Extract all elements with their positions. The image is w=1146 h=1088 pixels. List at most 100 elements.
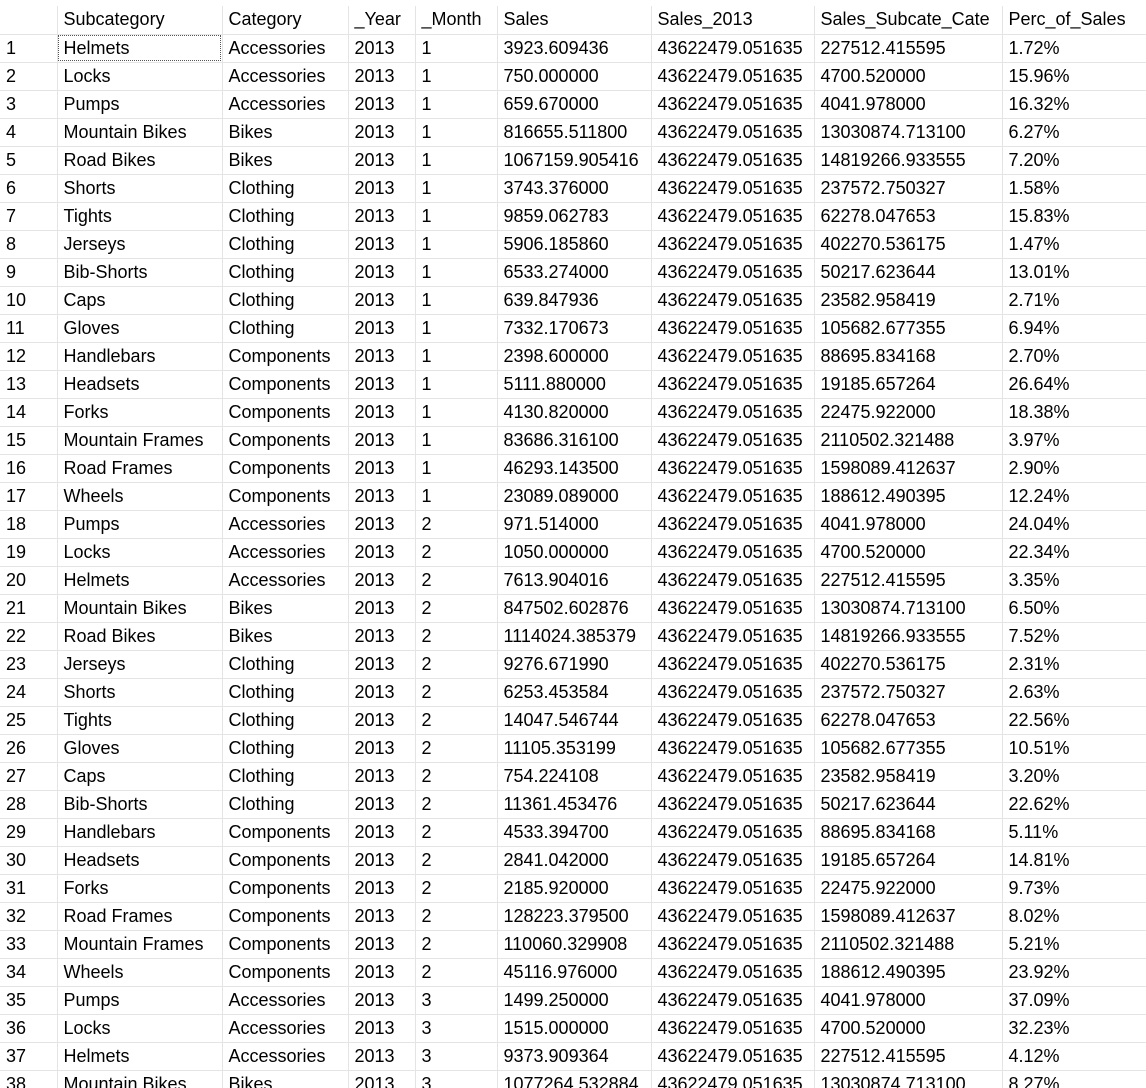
table-row[interactable]: 33 Mountain Frames Components 2013 2 110060.3… <box>0 930 1146 959</box>
cell-perc-of-sales[interactable]: 3.35% <box>1002 566 1146 595</box>
cell-sales-subcate-cate[interactable]: 14819266.933555 <box>814 622 1003 651</box>
row-number[interactable]: 15 <box>0 426 58 455</box>
cell-perc-of-sales[interactable]: 2.71% <box>1002 286 1146 315</box>
cell-category[interactable]: Clothing <box>222 202 349 231</box>
cell-sales-2013[interactable]: 43622479.051635 <box>651 874 815 903</box>
table-row[interactable]: 14 Forks Components 2013 1 4130.820000 4362247… <box>0 398 1146 427</box>
cell-category[interactable]: Clothing <box>222 258 349 287</box>
cell-month[interactable]: 2 <box>415 958 498 987</box>
row-number[interactable]: 14 <box>0 398 58 427</box>
cell-year[interactable]: 2013 <box>348 118 416 147</box>
cell-sales-2013[interactable]: 43622479.051635 <box>651 958 815 987</box>
cell-sales-subcate-cate[interactable]: 227512.415595 <box>814 566 1003 595</box>
cell-year[interactable]: 2013 <box>348 286 416 315</box>
row-number[interactable]: 18 <box>0 510 58 539</box>
cell-category[interactable]: Accessories <box>222 1014 349 1043</box>
cell-perc-of-sales[interactable]: 16.32% <box>1002 90 1146 119</box>
row-number[interactable]: 27 <box>0 762 58 791</box>
cell-perc-of-sales[interactable]: 5.11% <box>1002 818 1146 847</box>
cell-subcategory[interactable]: Headsets <box>57 846 223 875</box>
cell-sales-subcate-cate[interactable]: 4041.978000 <box>814 90 1003 119</box>
cell-sales-subcate-cate[interactable]: 19185.657264 <box>814 846 1003 875</box>
cell-sales-subcate-cate[interactable]: 4700.520000 <box>814 538 1003 567</box>
cell-subcategory[interactable]: Wheels <box>57 958 223 987</box>
column-header-category[interactable]: Category <box>222 6 349 35</box>
row-number[interactable]: 5 <box>0 146 58 175</box>
cell-subcategory[interactable]: Pumps <box>57 90 223 119</box>
table-row[interactable]: 37 Helmets Accessories 2013 3 9373.909364 4362… <box>0 1042 1146 1071</box>
cell-year[interactable]: 2013 <box>348 594 416 623</box>
cell-year[interactable]: 2013 <box>348 874 416 903</box>
cell-subcategory[interactable]: Locks <box>57 1014 223 1043</box>
row-number[interactable]: 25 <box>0 706 58 735</box>
cell-year[interactable]: 2013 <box>348 734 416 763</box>
cell-sales[interactable]: 1067159.905416 <box>497 146 652 175</box>
cell-subcategory[interactable]: Shorts <box>57 678 223 707</box>
cell-perc-of-sales[interactable]: 24.04% <box>1002 510 1146 539</box>
cell-sales-subcate-cate[interactable]: 2110502.321488 <box>814 930 1003 959</box>
cell-sales-2013[interactable]: 43622479.051635 <box>651 62 815 91</box>
cell-year[interactable]: 2013 <box>348 678 416 707</box>
cell-sales-2013[interactable]: 43622479.051635 <box>651 202 815 231</box>
cell-month[interactable]: 1 <box>415 398 498 427</box>
column-header-row-number[interactable] <box>0 6 58 35</box>
cell-month[interactable]: 2 <box>415 622 498 651</box>
cell-year[interactable]: 2013 <box>348 762 416 791</box>
cell-sales-subcate-cate[interactable]: 188612.490395 <box>814 958 1003 987</box>
cell-perc-of-sales[interactable]: 1.47% <box>1002 230 1146 259</box>
cell-sales-subcate-cate[interactable]: 188612.490395 <box>814 482 1003 511</box>
cell-sales-2013[interactable]: 43622479.051635 <box>651 1014 815 1043</box>
cell-month[interactable]: 2 <box>415 706 498 735</box>
table-row[interactable]: 25 Tights Clothing 2013 2 14047.546744 4362247… <box>0 706 1146 735</box>
table-row[interactable]: 22 Road Bikes Bikes 2013 2 1114024.385379 4362… <box>0 622 1146 651</box>
cell-year[interactable]: 2013 <box>348 566 416 595</box>
cell-month[interactable]: 1 <box>415 62 498 91</box>
row-number[interactable]: 23 <box>0 650 58 679</box>
cell-category[interactable]: Accessories <box>222 62 349 91</box>
row-number[interactable]: 7 <box>0 202 58 231</box>
cell-month[interactable]: 2 <box>415 846 498 875</box>
table-row[interactable]: 7 Tights Clothing 2013 1 9859.062783 43622479.… <box>0 202 1146 231</box>
row-number[interactable]: 6 <box>0 174 58 203</box>
cell-month[interactable]: 2 <box>415 566 498 595</box>
cell-sales-subcate-cate[interactable]: 88695.834168 <box>814 818 1003 847</box>
cell-subcategory[interactable]: Mountain Bikes <box>57 594 223 623</box>
row-number[interactable]: 3 <box>0 90 58 119</box>
row-number[interactable]: 1 <box>0 34 58 63</box>
cell-perc-of-sales[interactable]: 7.20% <box>1002 146 1146 175</box>
cell-year[interactable]: 2013 <box>348 482 416 511</box>
cell-subcategory[interactable]: Bib-Shorts <box>57 258 223 287</box>
cell-sales-2013[interactable]: 43622479.051635 <box>651 174 815 203</box>
cell-sales[interactable]: 128223.379500 <box>497 902 652 931</box>
cell-sales-subcate-cate[interactable]: 2110502.321488 <box>814 426 1003 455</box>
cell-category[interactable]: Components <box>222 426 349 455</box>
table-row[interactable]: 8 Jerseys Clothing 2013 1 5906.185860 43622479… <box>0 230 1146 259</box>
cell-subcategory[interactable]: Helmets <box>57 566 223 595</box>
cell-year[interactable]: 2013 <box>348 986 416 1015</box>
cell-year[interactable]: 2013 <box>348 202 416 231</box>
cell-sales-subcate-cate[interactable]: 227512.415595 <box>814 1042 1003 1071</box>
table-row[interactable]: 28 Bib-Shorts Clothing 2013 2 11361.453476 436… <box>0 790 1146 819</box>
row-number[interactable]: 28 <box>0 790 58 819</box>
cell-perc-of-sales[interactable]: 14.81% <box>1002 846 1146 875</box>
cell-perc-of-sales[interactable]: 2.70% <box>1002 342 1146 371</box>
cell-perc-of-sales[interactable]: 15.96% <box>1002 62 1146 91</box>
cell-subcategory[interactable]: Tights <box>57 706 223 735</box>
cell-subcategory[interactable]: Handlebars <box>57 818 223 847</box>
cell-sales[interactable]: 3743.376000 <box>497 174 652 203</box>
cell-sales[interactable]: 7332.170673 <box>497 314 652 343</box>
cell-sales-2013[interactable]: 43622479.051635 <box>651 790 815 819</box>
cell-category[interactable]: Components <box>222 846 349 875</box>
cell-year[interactable]: 2013 <box>348 1042 416 1071</box>
row-number[interactable]: 9 <box>0 258 58 287</box>
table-row[interactable]: 1 Helmets Accessories 2013 1 3923.609436 43622… <box>0 34 1146 63</box>
cell-perc-of-sales[interactable]: 9.73% <box>1002 874 1146 903</box>
cell-category[interactable]: Accessories <box>222 34 349 63</box>
cell-sales[interactable]: 110060.329908 <box>497 930 652 959</box>
cell-category[interactable]: Clothing <box>222 734 349 763</box>
cell-sales[interactable]: 2185.920000 <box>497 874 652 903</box>
cell-perc-of-sales[interactable]: 10.51% <box>1002 734 1146 763</box>
cell-year[interactable]: 2013 <box>348 370 416 399</box>
cell-perc-of-sales[interactable]: 12.24% <box>1002 482 1146 511</box>
cell-sales[interactable]: 9859.062783 <box>497 202 652 231</box>
